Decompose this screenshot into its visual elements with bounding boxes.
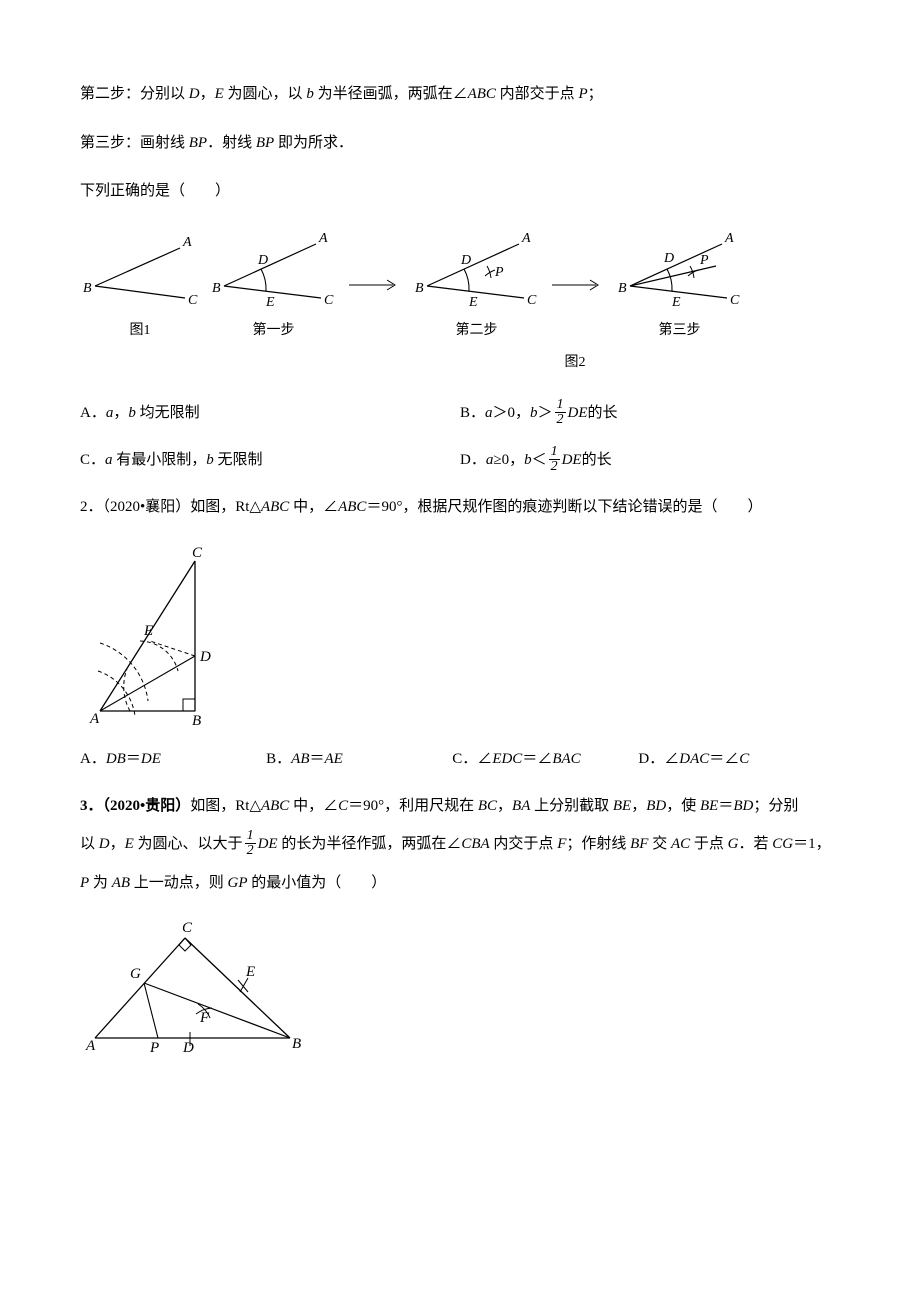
step2-text: 第二步：分别以 AD，E 为圆心，以 b 为半径画弧，两弧在∠ABC 内部交于点…: [80, 80, 840, 109]
s1-E: E: [265, 295, 275, 310]
fig-step1: A B C D E 第一步: [206, 226, 341, 345]
arrow2: [550, 275, 606, 295]
q1-choice-d: D．a≥0，b＜12DE的长: [460, 446, 840, 475]
q1-choices-row2: C．a 有最小限制，b 无限制 D．a≥0，b＜12DE的长: [80, 446, 840, 475]
s2-D: D: [460, 253, 471, 268]
s3-A: A: [724, 231, 734, 246]
fig1: A B C 图1: [80, 226, 200, 345]
q1D-num: 1: [549, 445, 560, 460]
q3f-D: D: [182, 1040, 194, 1056]
q2B-p: B．: [266, 751, 291, 767]
s1-D: D: [257, 253, 268, 268]
q2-choice-b: B．AB＝AE: [266, 745, 448, 774]
q1B-prefix: B．: [460, 405, 485, 421]
s3-C: C: [730, 293, 740, 308]
q3-figure: A B C D E F G P: [80, 918, 840, 1058]
q2-choices: A．DB＝DE B．AB＝AE C．∠EDC＝∠BAC D．∠DAC＝∠C: [80, 745, 840, 774]
arrow1: [347, 275, 403, 295]
q2D-p: D．: [638, 751, 664, 767]
q2f-D: D: [199, 649, 211, 665]
q2-choice-a: A．DB＝DE: [80, 745, 262, 774]
fig1-C: C: [188, 293, 198, 308]
q2f-B: B: [192, 713, 201, 729]
q2-text: 2．（2020•襄阳）如图，Rt△ABC 中，∠ABC＝90°，根据尺规作图的痕…: [80, 493, 840, 522]
q2-choice-d: D．∠DAC＝∠C: [638, 745, 820, 774]
q1-choices-row1: A．a，b 均无限制 B．a＞0，b＞12DE的长: [80, 399, 840, 428]
s2-E: E: [468, 295, 478, 310]
q3f-C: C: [182, 920, 193, 936]
s3-caption: 第三步: [659, 318, 701, 345]
q1A-prefix: A．: [80, 405, 106, 421]
s1-B: B: [212, 281, 221, 296]
q1D-den: 2: [549, 460, 560, 474]
q3-line1: 3．（2020•贵阳）如图，Rt△ABC 中，∠C＝90°，利用尺规在 BC，B…: [80, 792, 840, 821]
s3-D: D: [663, 251, 674, 266]
q2f-C: C: [192, 545, 203, 561]
s2-P: P: [494, 265, 504, 280]
s1-caption: 第一步: [253, 318, 295, 345]
correct-prompt: 下列正确的是（ ）: [80, 177, 840, 206]
q3f-A: A: [85, 1038, 96, 1054]
q3-num: 3．（2020•贵阳）: [80, 798, 190, 814]
q2-figure: A B C D E: [80, 541, 840, 731]
figure-row-q1: A B C 图1 A B C D E 第一步: [80, 226, 840, 345]
q3-den2: 2: [245, 844, 256, 858]
s3-B: B: [618, 281, 627, 296]
q1-choice-c: C．a 有最小限制，b 无限制: [80, 446, 460, 475]
q1D-prefix: D．: [460, 452, 486, 468]
q3f-G: G: [130, 966, 141, 982]
step3-text: 第三步：画射线 BP．射线 BP 即为所求．: [80, 129, 840, 158]
q3f-E: E: [245, 964, 255, 980]
q3f-F: F: [199, 1010, 210, 1026]
fig1-B: B: [83, 281, 92, 296]
s3-P: P: [699, 253, 709, 268]
q1C-prefix: C．: [80, 452, 105, 468]
q3-line2: 以 D，E 为圆心、以大于12DE 的长为半径作弧，两弧在∠CBA 内交于点 F…: [80, 830, 840, 859]
q1-choice-a: A．a，b 均无限制: [80, 399, 460, 428]
s1-A: A: [318, 231, 328, 246]
s2-B: B: [415, 281, 424, 296]
q2f-A: A: [89, 711, 100, 727]
s2-A: A: [521, 231, 531, 246]
q1B-num: 1: [555, 398, 566, 413]
s2-C: C: [527, 293, 537, 308]
q1B-den: 2: [555, 413, 566, 427]
q1-choice-b: B．a＞0，b＞12DE的长: [460, 399, 840, 428]
q2A-p: A．: [80, 751, 106, 767]
fig-step2: A B C D E P 第二步: [409, 226, 544, 345]
fig-step3: A B C D E P 第三步: [612, 226, 747, 345]
q3f-B: B: [292, 1036, 301, 1052]
s1-C: C: [324, 293, 334, 308]
s3-E: E: [671, 295, 681, 310]
q2C-p: C．: [452, 751, 477, 767]
s2-caption: 第二步: [456, 318, 498, 345]
q2-num: 2．（2020•襄阳）: [80, 499, 190, 515]
q3f-P: P: [149, 1040, 159, 1056]
fig1-caption: 图1: [130, 318, 151, 345]
q3-line3: P 为 AB 上一动点，则 GP 的最小值为（ ）: [80, 869, 840, 898]
q3-num2: 1: [245, 829, 256, 844]
fig1-A: A: [182, 235, 192, 250]
q2f-E: E: [143, 623, 153, 639]
fig2-caption: 图2: [310, 350, 840, 377]
q2-choice-c: C．∠EDC＝∠BAC: [452, 745, 634, 774]
